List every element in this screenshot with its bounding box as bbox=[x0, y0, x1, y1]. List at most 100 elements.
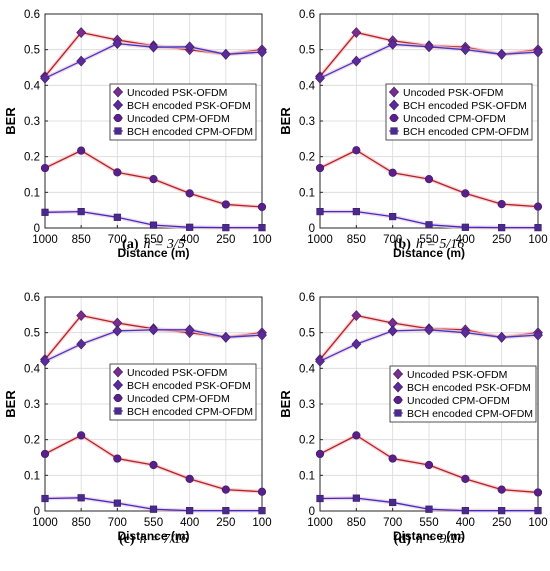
y-axis-label: BER bbox=[3, 390, 18, 418]
legend-marker bbox=[113, 99, 123, 111]
x-tick-label: 400 bbox=[456, 234, 475, 246]
legend-box bbox=[385, 83, 533, 141]
x-tick-label: 400 bbox=[456, 517, 475, 529]
data-point bbox=[113, 168, 122, 177]
x-tick-label: 1000 bbox=[32, 517, 58, 529]
data-point bbox=[461, 507, 469, 515]
legend-label: Uncoded PSK-OFDM bbox=[407, 369, 507, 381]
data-point bbox=[425, 221, 433, 229]
legend-label: BCH encoded CPM-OFDM bbox=[407, 408, 533, 420]
y-tick-label: 0.3 bbox=[299, 116, 315, 128]
legend-marker bbox=[389, 86, 399, 98]
data-point bbox=[40, 72, 50, 84]
y-axis-label: BER bbox=[278, 390, 293, 418]
caption-math: h = 5/16 bbox=[416, 237, 464, 252]
data-point bbox=[149, 221, 158, 229]
data-point bbox=[77, 431, 86, 440]
legend-marker bbox=[389, 113, 399, 123]
data-point bbox=[533, 202, 543, 211]
legend-marker bbox=[390, 127, 398, 135]
legend-marker bbox=[389, 99, 399, 111]
data-point bbox=[351, 27, 362, 38]
data-point bbox=[388, 454, 397, 463]
legend-marker bbox=[113, 113, 123, 123]
legend-box bbox=[389, 365, 537, 423]
x-tick-label: 550 bbox=[419, 517, 438, 529]
data-point bbox=[497, 200, 506, 209]
y-tick-label: 0.5 bbox=[299, 45, 315, 57]
data-point bbox=[424, 41, 434, 53]
y-tick-label: 0.5 bbox=[299, 328, 315, 340]
data-point bbox=[113, 454, 122, 463]
legend-label: Uncoded CPM-OFDM bbox=[407, 395, 510, 407]
legend-label: Uncoded CPM-OFDM bbox=[127, 113, 230, 125]
data-point bbox=[76, 55, 87, 67]
data-point bbox=[149, 505, 158, 513]
x-tick-label: 700 bbox=[383, 234, 402, 246]
x-tick-label: 250 bbox=[216, 234, 235, 246]
x-tick-label: 400 bbox=[180, 234, 199, 246]
data-point bbox=[257, 202, 267, 212]
y-axis-label: BER bbox=[3, 107, 18, 135]
y-tick-label: 0.1 bbox=[299, 470, 315, 482]
data-point bbox=[533, 488, 543, 497]
data-point bbox=[258, 507, 266, 515]
data-point bbox=[148, 324, 159, 336]
data-point bbox=[316, 207, 324, 216]
legend-label: BCH encoded CPM-OFDM bbox=[127, 126, 253, 138]
data-point bbox=[534, 507, 542, 515]
data-point bbox=[424, 460, 434, 470]
panel-caption: (d) h = 9/16 bbox=[394, 532, 464, 547]
data-point bbox=[258, 224, 266, 232]
x-tick-label: 1000 bbox=[32, 234, 58, 246]
data-point bbox=[112, 325, 123, 337]
y-tick-label: 0.3 bbox=[24, 399, 40, 411]
legend-label: BCH encoded PSK-OFDM bbox=[127, 100, 251, 112]
data-point bbox=[76, 338, 87, 350]
x-tick-label: 100 bbox=[528, 517, 547, 529]
data-point bbox=[387, 38, 398, 50]
x-tick-label: 250 bbox=[492, 517, 511, 529]
y-tick-label: 0.2 bbox=[24, 435, 40, 447]
chart-panel: 0 0.1 0.2 0.3 0.4 0.5 0.6 1000 850 700 550 400 250 10… bbox=[278, 9, 548, 260]
y-tick-label: 0.5 bbox=[24, 328, 40, 340]
legend-marker bbox=[393, 368, 403, 380]
legend-label: BCH encoded PSK-OFDM bbox=[127, 380, 251, 392]
data-point bbox=[315, 163, 325, 173]
caption-math: h = 3/5 bbox=[143, 237, 184, 252]
chart-panel: 0 0.1 0.2 0.3 0.4 0.5 0.6 1000 850 700 550 400 250 10… bbox=[3, 9, 272, 260]
x-axis-label: Distance (m) bbox=[117, 246, 189, 260]
data-point bbox=[352, 207, 360, 216]
x-tick-label: 850 bbox=[72, 234, 91, 246]
y-tick-label: 0 bbox=[309, 506, 315, 518]
legend-box bbox=[109, 363, 257, 421]
caption-label: (a) bbox=[122, 237, 139, 252]
legend-label: Uncoded CPM-OFDM bbox=[403, 113, 506, 125]
y-tick-label: 0 bbox=[34, 506, 40, 518]
chart-panel: 0 0.1 0.2 0.3 0.4 0.5 0.6 1000 850 700 550 400 250 10… bbox=[278, 292, 548, 547]
data-point bbox=[77, 146, 86, 155]
data-point bbox=[257, 46, 267, 58]
legend-label: BCH encoded PSK-OFDM bbox=[407, 382, 531, 394]
data-point bbox=[315, 355, 325, 367]
data-point bbox=[424, 324, 434, 336]
data-point bbox=[185, 189, 194, 198]
data-point bbox=[220, 331, 231, 343]
data-point bbox=[186, 507, 194, 515]
data-point bbox=[389, 498, 397, 507]
panel-caption: (a) h = 3/5 bbox=[122, 237, 185, 252]
legend-marker bbox=[393, 381, 403, 393]
y-tick-label: 0.1 bbox=[24, 470, 40, 482]
y-tick-label: 0.2 bbox=[299, 435, 315, 447]
data-point bbox=[257, 487, 267, 496]
legend-box bbox=[109, 83, 257, 141]
data-point bbox=[352, 146, 361, 155]
x-tick-label: 850 bbox=[347, 234, 366, 246]
data-point bbox=[257, 329, 267, 341]
legend-marker bbox=[113, 86, 123, 98]
data-point bbox=[149, 175, 158, 184]
y-tick-label: 0 bbox=[309, 223, 315, 235]
data-point bbox=[315, 449, 325, 459]
y-tick-label: 0.1 bbox=[24, 187, 40, 199]
